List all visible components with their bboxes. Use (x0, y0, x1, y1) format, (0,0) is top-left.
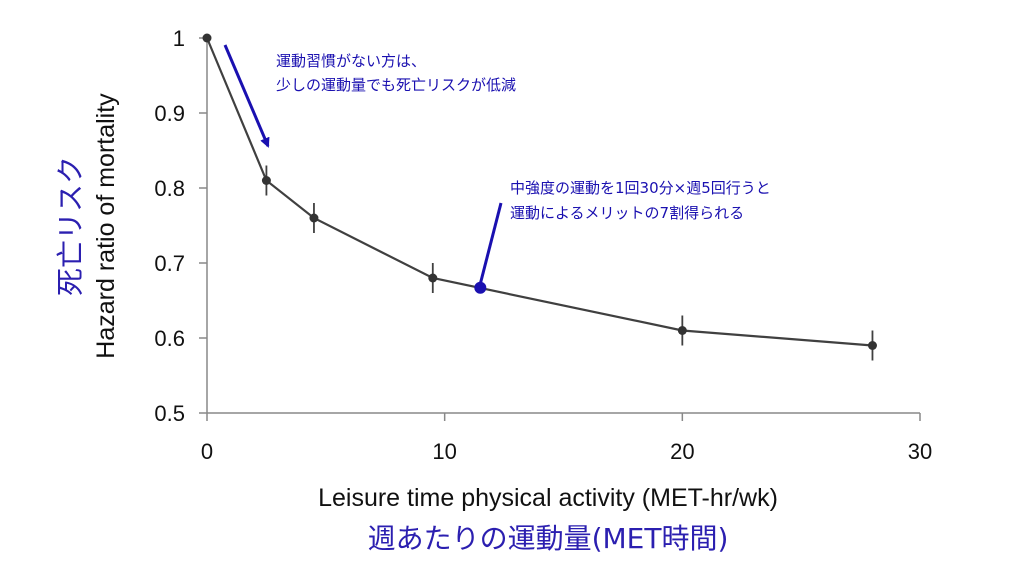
annotation-1-line-1: 運動習慣がない方は、 (276, 52, 426, 70)
x-tick-label: 10 (432, 439, 456, 464)
highlight-point (474, 281, 487, 294)
annotation-2-line-1: 中強度の運動を1回30分×週5回行うと (510, 179, 771, 197)
data-point (428, 273, 438, 283)
data-point (261, 176, 271, 185)
y-tick-label: 0.8 (154, 176, 185, 201)
x-tick-label: 30 (908, 439, 932, 464)
y-tick-group: 0.5 0.6 0.7 0.8 0.9 1 (154, 26, 207, 426)
y-tick-label: 0.6 (154, 326, 185, 351)
series-line (205, 37, 873, 347)
y-tick-label: 0.7 (154, 251, 185, 276)
y-tick-label: 1 (173, 26, 185, 51)
annotation-2-line-2: 運動によるメリットの7割得られる (510, 204, 744, 222)
data-point (677, 326, 687, 335)
x-tick-group: 0 10 20 30 (201, 413, 932, 464)
x-axis-label: Leisure time physical activity (MET-hr/w… (318, 484, 778, 512)
x-axis-label-ja: 週あたりの運動量(MET時間) (368, 522, 729, 555)
y-axis-label: Hazard ratio of mortality (92, 93, 120, 359)
annotation-arrow-2 (478, 202, 503, 286)
y-tick-label: 0.5 (154, 401, 185, 426)
annotation-1-line-2: 少しの運動量でも死亡リスクが低減 (276, 76, 516, 94)
annotation-arrow-1 (223, 44, 270, 148)
data-point (867, 341, 877, 350)
data-point (202, 33, 212, 43)
data-point-group (202, 33, 877, 350)
x-tick-label: 20 (670, 439, 694, 464)
y-tick-label: 0.9 (154, 101, 185, 126)
y-axis-label-ja: 死亡リスク (54, 156, 87, 296)
data-point (309, 213, 319, 223)
x-tick-label: 0 (201, 439, 213, 464)
